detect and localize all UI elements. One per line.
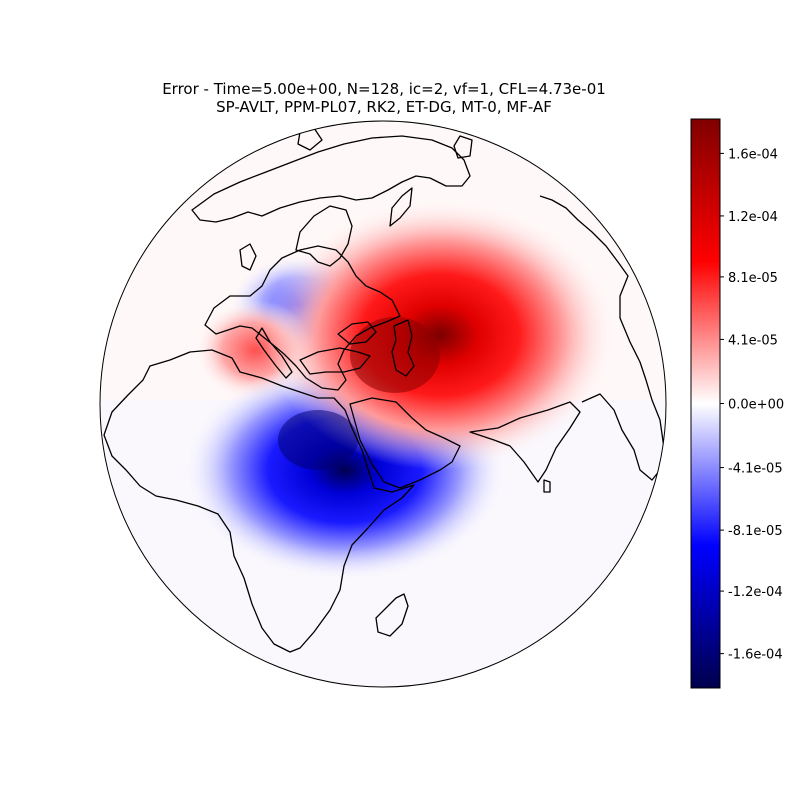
globe-outline	[99, 120, 667, 688]
colorbar-gradient	[691, 119, 720, 688]
greece-turkey-coastline	[299, 347, 371, 375]
madagascar-coastline	[375, 593, 409, 637]
arctic-islands-coastline	[453, 135, 473, 159]
sri-lanka-coastline	[543, 479, 551, 493]
black-sea-coastline	[337, 321, 377, 345]
colorbar-tick-label: -1.6e-04	[728, 648, 783, 663]
globe	[100, 121, 666, 687]
asia-east-coastline	[539, 195, 665, 481]
colorbar-tick-label: -4.1e-05	[728, 462, 783, 477]
colorbar-ticks: 1.6e-04 1.2e-04 8.1e-05 4.1e-05 0.0e+00 -4.1e…	[720, 147, 784, 663]
positive-anomaly-central-asia	[265, 200, 615, 470]
africa-coastline	[103, 349, 415, 653]
negative-anomaly-core	[278, 410, 358, 470]
colorbar-tick-label: -1.2e-04	[728, 585, 783, 600]
coastlines	[103, 127, 665, 653]
plot-title-line2: SP-AVLT, PPM-PL07, RK2, ET-DG, MT-0, MF-…	[216, 98, 552, 116]
colorbar-tick-label: 0.0e+00	[728, 398, 784, 413]
colorbar: 1.6e-04 1.2e-04 8.1e-05 4.1e-05 0.0e+00 -4.1e…	[690, 118, 784, 689]
colorbar-tick-label: -8.1e-05	[728, 524, 783, 539]
colorbar-tick-label: 1.6e-04	[728, 147, 778, 162]
plot-title-line1: Error - Time=5.00e+00, N=128, ic=2, vf=1…	[162, 80, 606, 98]
british-isles-coastline	[239, 243, 257, 271]
colorbar-tick-label: 8.1e-05	[728, 271, 778, 286]
arabia-coastline	[349, 397, 461, 489]
plot-title: Error - Time=5.00e+00, N=128, ic=2, vf=1…	[0, 80, 768, 116]
colorbar-tick-label: 4.1e-05	[728, 333, 778, 348]
novaya-zemlya-coastline	[389, 187, 413, 227]
scandinavia-coastline	[295, 205, 353, 267]
arctic-coastline	[191, 135, 471, 223]
colorbar-tick-label: 1.2e-04	[728, 210, 778, 225]
india-coastline	[469, 401, 581, 483]
positive-anomaly-core	[350, 317, 440, 393]
italy-coastline	[255, 327, 293, 379]
caspian-coastline	[391, 319, 415, 377]
europe-coastline	[204, 245, 401, 391]
